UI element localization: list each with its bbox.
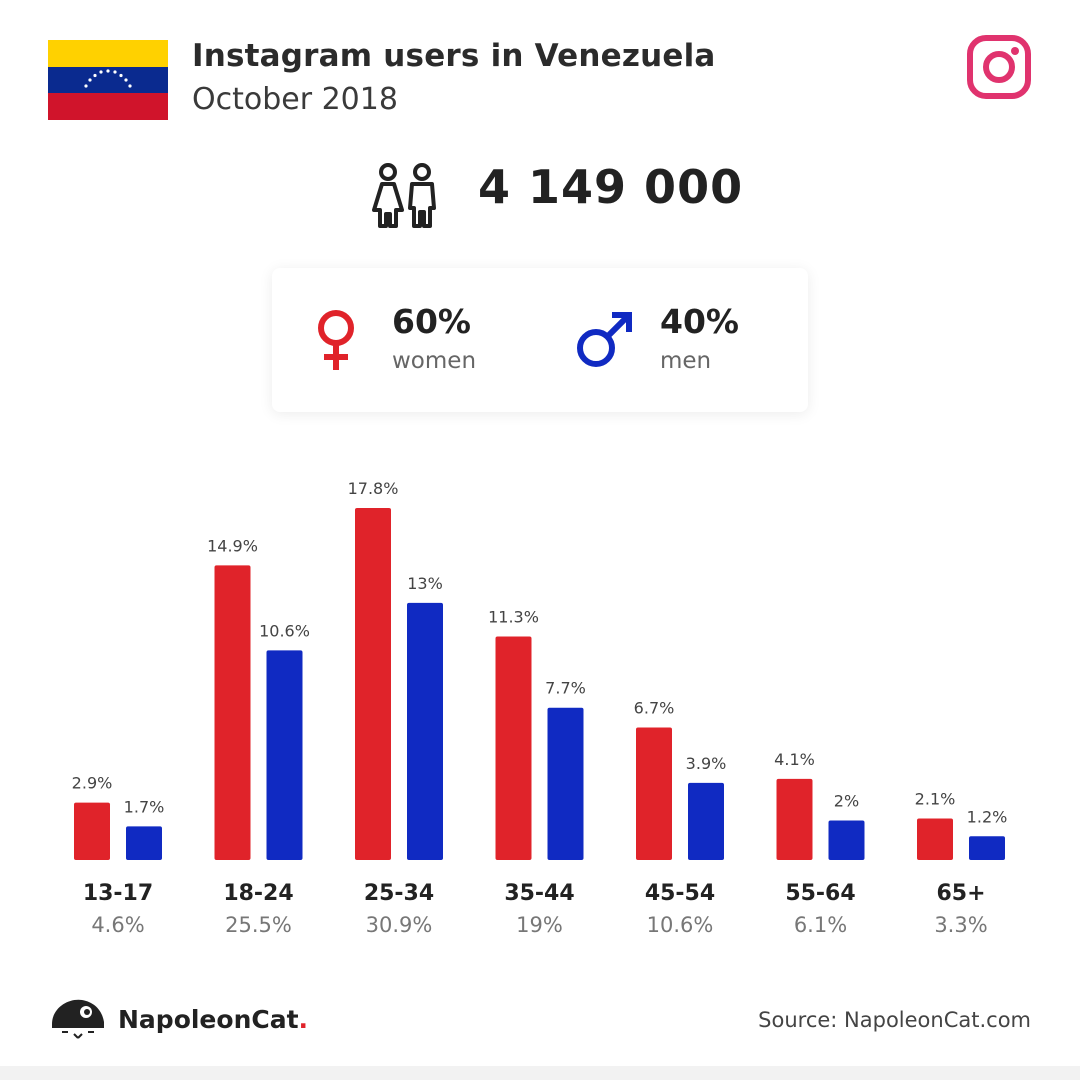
age-group-label: 35-44 xyxy=(504,881,574,906)
instagram-icon xyxy=(967,35,1031,99)
bar-value-label: 10.6% xyxy=(259,621,310,640)
bar-women-35-44 xyxy=(495,636,532,860)
bar-women-45-54 xyxy=(636,727,672,860)
brand-name: NapoleonCat. xyxy=(118,1005,308,1034)
age-gender-bar-chart: 2.9% 1.7% 13-17 4.6% 14.9% 10.6% 18-24 25.5% 17.… xyxy=(72,479,1008,937)
bar-value-label: 17.8% xyxy=(348,479,399,498)
bar-value-label: 4.1% xyxy=(774,750,815,769)
bar-value-label: 1.7% xyxy=(124,797,165,816)
age-group-total-label: 30.9% xyxy=(366,913,433,937)
bar-men-45-54 xyxy=(688,782,724,860)
bar-value-label: 7.7% xyxy=(545,679,586,698)
age-group-total-label: 4.6% xyxy=(91,913,144,937)
gender-split-card: 60% women 40% men xyxy=(272,268,808,412)
napoleoncat-logo-icon xyxy=(52,999,104,1039)
bar-women-18-24 xyxy=(214,565,251,860)
age-group-total-label: 6.1% xyxy=(794,913,847,937)
age-group-total-label: 25.5% xyxy=(225,913,292,937)
age-group-total-label: 10.6% xyxy=(647,913,714,937)
people-icon xyxy=(372,163,436,228)
bar-women-65+ xyxy=(917,818,953,860)
bar-men-35-44 xyxy=(547,707,584,860)
bar-value-label: 2% xyxy=(834,791,859,810)
male-symbol-icon xyxy=(577,312,632,367)
age-group-label: 25-34 xyxy=(364,881,434,906)
age-group-label: 65+ xyxy=(936,881,985,906)
bar-value-label: 2.9% xyxy=(72,774,113,793)
bar-value-label: 2.1% xyxy=(915,789,956,808)
bar-women-25-34 xyxy=(355,508,391,860)
men-label: men xyxy=(660,348,712,374)
women-label: women xyxy=(392,348,477,374)
bar-men-55-64 xyxy=(828,820,865,860)
female-symbol-icon xyxy=(318,310,354,370)
venezuela-flag-icon xyxy=(48,40,168,120)
bar-value-label: 1.2% xyxy=(967,807,1008,826)
total-users: 4 149 000 xyxy=(478,160,744,214)
bar-men-13-17 xyxy=(126,826,162,860)
age-group-total-label: 19% xyxy=(516,913,563,937)
bar-value-label: 11.3% xyxy=(488,608,539,627)
bar-women-13-17 xyxy=(74,802,110,860)
source-credit: Source: NapoleonCat.com xyxy=(758,1008,1031,1032)
footer-band xyxy=(0,1066,1080,1080)
bar-value-label: 3.9% xyxy=(686,754,727,773)
bar-men-18-24 xyxy=(266,650,303,860)
age-group-label: 13-17 xyxy=(83,881,153,906)
bar-women-55-64 xyxy=(776,778,813,860)
page-title: Instagram users in Venezuela xyxy=(192,38,716,74)
age-group-label: 55-64 xyxy=(785,881,855,906)
bar-value-label: 14.9% xyxy=(207,536,258,555)
bar-men-25-34 xyxy=(407,602,443,860)
brand-text: NapoleonCat xyxy=(118,1005,299,1034)
bar-value-label: 6.7% xyxy=(634,699,675,718)
bar-men-65+ xyxy=(969,836,1005,860)
age-group-label: 18-24 xyxy=(223,881,293,906)
brand-dot: . xyxy=(298,1005,309,1034)
age-group-total-label: 3.3% xyxy=(934,913,987,937)
age-group-label: 45-54 xyxy=(645,881,715,906)
bar-value-label: 13% xyxy=(407,574,443,593)
page-subtitle: October 2018 xyxy=(192,82,398,117)
men-percent: 40% xyxy=(660,302,739,341)
women-percent: 60% xyxy=(392,302,471,341)
